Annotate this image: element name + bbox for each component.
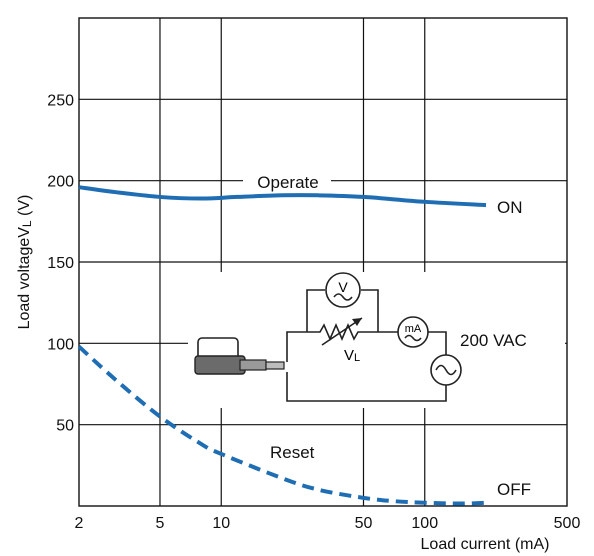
circuit-inset: V mA VL 200 VAC xyxy=(188,272,565,408)
circuit-wires xyxy=(286,289,447,402)
resistor-arrowhead xyxy=(352,318,362,326)
x-tick-labels: 2 5 10 50 100 500 xyxy=(75,515,581,532)
x-tick-label: 10 xyxy=(212,515,230,532)
ammeter-wave-icon xyxy=(404,334,422,342)
x-tick-label: 5 xyxy=(156,515,165,532)
reset-curve xyxy=(77,345,487,506)
operate-curve xyxy=(78,185,487,208)
plot-frame xyxy=(78,17,568,507)
voltmeter-wave-icon xyxy=(333,293,353,301)
inset-background-right xyxy=(455,322,565,356)
x-tick-label: 100 xyxy=(411,515,438,532)
voltmeter-label: V xyxy=(338,279,348,295)
x-axis-label: Load current (mA) xyxy=(421,536,550,553)
off-end-label: OFF xyxy=(497,480,531,499)
ammeter-label: mA xyxy=(405,323,422,335)
supply-label: 200 VAC xyxy=(460,331,527,350)
y-tick-label: 250 xyxy=(47,92,74,109)
voltmeter-circle xyxy=(325,272,361,308)
on-end-label: ON xyxy=(497,198,523,217)
y-tick-label: 50 xyxy=(56,418,74,435)
y-tick-labels: 50 100 150 200 250 xyxy=(47,92,74,434)
y-tick-label: 150 xyxy=(47,255,74,272)
y-tick-label: 200 xyxy=(47,174,74,191)
operate-series-label: Operate xyxy=(257,173,318,192)
load-voltage-label: VL xyxy=(344,347,360,364)
ac-source-circle xyxy=(430,354,462,386)
sensor-icon xyxy=(194,337,285,375)
ammeter-circle xyxy=(397,316,429,348)
operate-label-background xyxy=(243,170,331,192)
reset-series-label: Reset xyxy=(270,443,315,462)
x-tick-label: 500 xyxy=(554,515,581,532)
series-group xyxy=(77,185,487,506)
x-tick-label: 2 xyxy=(75,515,84,532)
y-axis-label: Load voltageVL (V) xyxy=(16,195,34,330)
y-tick-label: 100 xyxy=(47,336,74,353)
grid xyxy=(79,18,567,506)
x-tick-label: 50 xyxy=(355,515,373,532)
ac-source-wave-icon xyxy=(435,364,457,376)
